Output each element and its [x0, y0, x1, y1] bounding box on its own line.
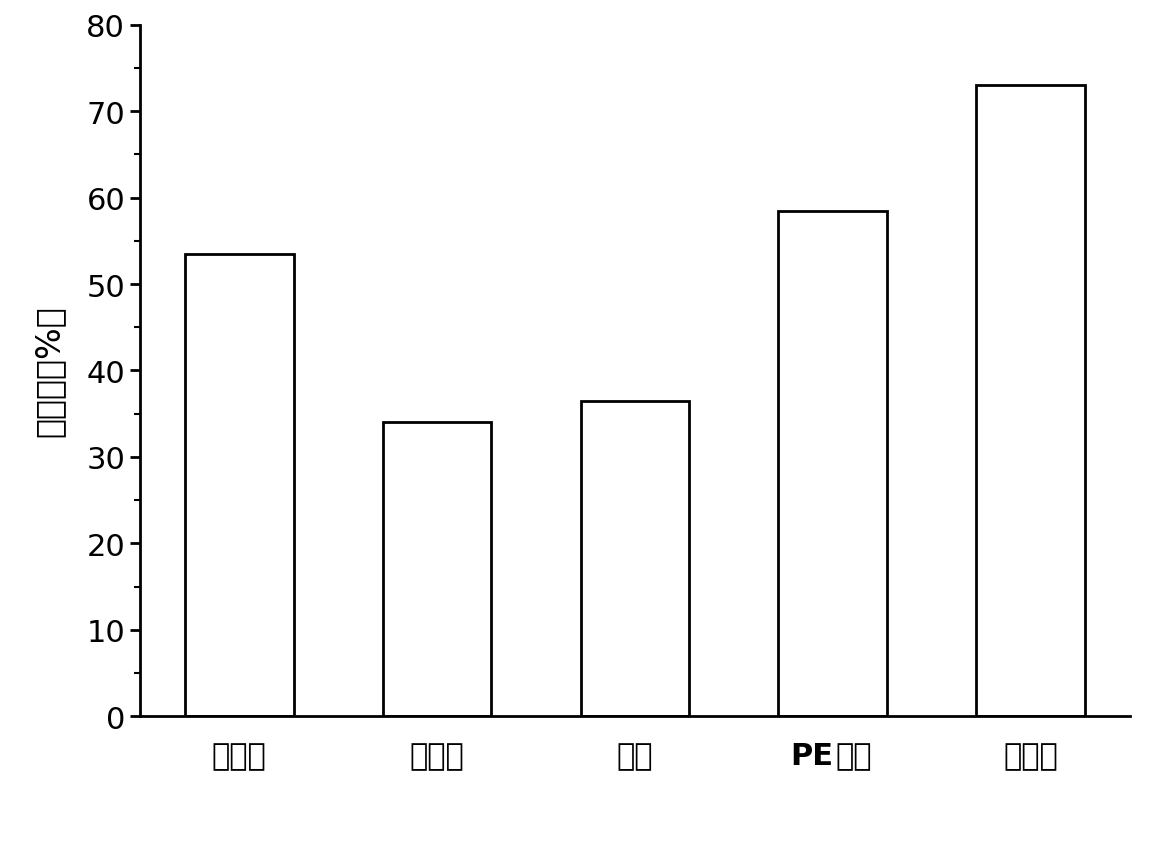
Bar	[185, 254, 294, 717]
Text: 未使用: 未使用	[212, 741, 267, 770]
Bar	[382, 423, 492, 717]
Y-axis label: 萃取率（%）: 萃取率（%）	[33, 305, 65, 437]
Bar	[976, 86, 1085, 717]
Text: 活性炭: 活性炭	[410, 741, 465, 770]
Text: 硅胶: 硅胶	[616, 741, 654, 770]
Text: 隔膜: 隔膜	[835, 741, 873, 770]
Text: 无纺布: 无纺布	[1003, 741, 1058, 770]
Bar	[580, 401, 690, 717]
Bar	[778, 212, 888, 717]
Text: PE: PE	[790, 741, 833, 770]
